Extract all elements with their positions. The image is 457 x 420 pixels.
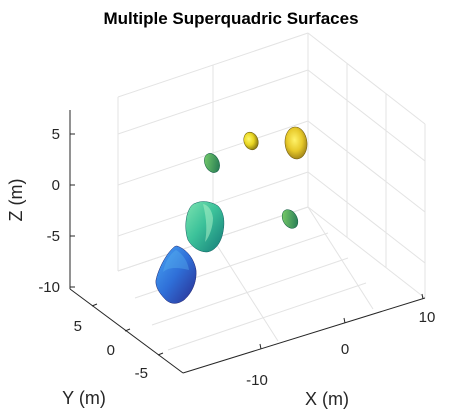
surface-1 (155, 245, 197, 304)
y-tick-label: 5 (74, 318, 82, 335)
x-tick-label: 0 (341, 341, 349, 358)
x-tick-label: 10 (419, 309, 436, 326)
surface-6 (284, 126, 308, 160)
grid-lines (117, 32, 426, 351)
y-tick-label: 0 (107, 342, 115, 359)
z-tick-label: -5 (47, 228, 60, 245)
axes (69, 110, 426, 374)
x-tick-label: -10 (246, 372, 268, 389)
y-axis-label: Y (m) (62, 388, 106, 408)
surface-5 (243, 131, 259, 151)
chart-title: Multiple Superquadric Surfaces (103, 9, 358, 28)
z-tick-label: -10 (38, 279, 60, 296)
z-tick-label: 0 (52, 177, 60, 194)
y-tick-label: -5 (135, 365, 148, 382)
z-tick-label: 5 (52, 126, 60, 143)
surface-4 (281, 209, 299, 229)
x-axis-label: X (m) (305, 389, 349, 409)
surfaces (155, 126, 308, 304)
surface-3 (204, 153, 220, 173)
surface-2 (185, 201, 225, 253)
z-axis-label: Z (m) (6, 179, 26, 222)
